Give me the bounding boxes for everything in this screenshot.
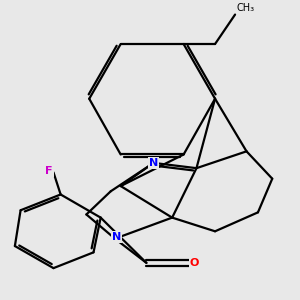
- Text: N: N: [112, 232, 121, 242]
- Text: O: O: [190, 258, 199, 268]
- Text: N: N: [149, 158, 158, 168]
- Text: CH₃: CH₃: [236, 3, 255, 13]
- Text: F: F: [45, 166, 53, 176]
